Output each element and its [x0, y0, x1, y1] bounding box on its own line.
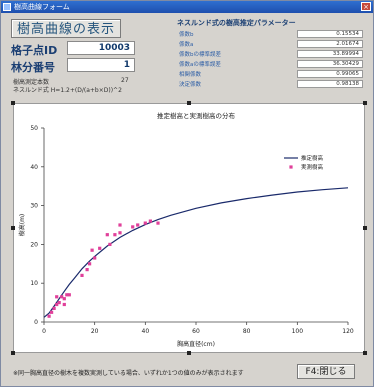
- height-chart-frame[interactable]: 推定樹高と実測樹高の分布 0 10 20 30 40 50 0 20 40 60 80 100 120 胸高…: [13, 103, 365, 353]
- title-bar: 樹高曲線フォーム ×: [1, 1, 373, 13]
- measured-height-point: [80, 273, 84, 277]
- measured-height-point: [108, 242, 112, 246]
- estimated-height-line: [43, 187, 349, 318]
- measured-height-point: [118, 223, 122, 227]
- measured-height-point: [113, 233, 117, 237]
- grid-point-field[interactable]: 10003: [67, 41, 135, 55]
- chart-title: 推定樹高と実測樹高の分布: [157, 111, 236, 120]
- resize-handle[interactable]: [11, 351, 15, 355]
- resize-handle[interactable]: [363, 351, 367, 355]
- y-tick-label: 30: [30, 203, 38, 210]
- y-tick-label: 0: [34, 319, 38, 326]
- param-value: 2.01674: [297, 40, 363, 48]
- measured-height-point: [131, 225, 135, 229]
- param-value: 0.98138: [297, 80, 363, 88]
- y-tick-label: 50: [30, 125, 38, 132]
- param-value: 36.30429: [297, 60, 363, 68]
- measured-count-label: 樹高測定本数: [13, 79, 50, 86]
- legend-box: [279, 151, 345, 177]
- x-tick-label: 0: [42, 328, 46, 335]
- resize-handle[interactable]: [11, 101, 15, 105]
- param-value: 0.99065: [297, 70, 363, 78]
- window-title: 樹高曲線フォーム: [14, 3, 70, 11]
- x-tick-label: 60: [192, 328, 200, 335]
- resize-handle[interactable]: [363, 226, 367, 230]
- measured-height-point: [50, 310, 54, 314]
- measured-height-point: [62, 302, 66, 307]
- measured-height-point: [65, 293, 69, 297]
- measured-height-point: [105, 233, 109, 237]
- measured-height-point: [136, 223, 140, 227]
- param-value: 0.15534: [297, 30, 363, 38]
- measured-height-point: [98, 246, 102, 250]
- display-height-curve-button[interactable]: 樹高曲線の表示: [11, 19, 121, 38]
- x-tick-label: 40: [142, 328, 150, 335]
- x-tick-label: 100: [292, 328, 304, 335]
- param-label: 係数bの標準誤差: [179, 52, 221, 58]
- close-button[interactable]: F4:閉じる: [297, 364, 355, 379]
- param-label: 係数aの標準誤差: [179, 62, 221, 68]
- resize-handle[interactable]: [11, 226, 15, 230]
- forest-no-label: 林分番号: [11, 61, 55, 74]
- measured-height-point: [93, 256, 97, 260]
- measured-count-value: 27: [121, 77, 129, 84]
- x-tick-label: 80: [243, 328, 251, 335]
- param-label: 相関係数: [179, 72, 202, 78]
- resize-handle[interactable]: [187, 351, 191, 355]
- x-axis-label: 胸高直径(cm): [177, 340, 215, 348]
- y-axis-label: 樹高(m): [18, 214, 26, 237]
- measured-height-point: [60, 295, 64, 299]
- resize-handle[interactable]: [363, 101, 367, 105]
- legend-label-measured: 実測樹高: [301, 163, 324, 171]
- x-tick-label: 120: [342, 328, 354, 335]
- measured-height-point: [47, 314, 51, 318]
- grid-point-label: 格子点ID: [11, 44, 58, 57]
- measured-height-point: [57, 301, 61, 305]
- param-label: 係数a: [179, 42, 194, 48]
- param-value: 33.89994: [297, 50, 363, 58]
- measured-height-point: [118, 231, 122, 235]
- legend-label-estimated: 推定樹高: [301, 154, 324, 162]
- resize-handle[interactable]: [187, 101, 191, 105]
- measured-height-point: [88, 262, 92, 266]
- measured-height-point: [148, 219, 152, 223]
- window-close-icon[interactable]: ×: [361, 2, 371, 11]
- x-tick-label: 20: [91, 328, 99, 335]
- params-title: ネスルンド式の樹高推定パラメーター: [177, 19, 296, 27]
- footer-note: ※同一胸高直径の樹木を複数実測している場合、いずれか1つの値のみが表示されます: [13, 370, 244, 377]
- measured-height-point: [55, 295, 59, 299]
- measured-height-point: [156, 221, 160, 225]
- legend-point-swatch: [289, 165, 293, 169]
- measured-height-point: [67, 293, 71, 297]
- formula-text: ネスルンド式 H=1.2+(D/(a+b×D))^2: [13, 87, 122, 94]
- app-icon: [3, 3, 11, 11]
- y-tick-label: 40: [30, 164, 38, 171]
- measured-height-point: [143, 221, 147, 225]
- forest-no-field[interactable]: 1: [67, 58, 135, 72]
- param-label: 係数b: [179, 32, 194, 38]
- measured-height-point: [52, 306, 56, 310]
- y-tick-label: 20: [30, 241, 38, 248]
- measured-height-point: [85, 268, 89, 272]
- height-chart: 推定樹高と実測樹高の分布 0 10 20 30 40 50 0 20 40 60 80 100 120 胸高…: [18, 111, 354, 348]
- y-tick-label: 10: [30, 280, 38, 287]
- measured-height-point: [55, 302, 59, 307]
- measured-height-point: [90, 248, 94, 252]
- measured-height-point: [62, 297, 66, 301]
- param-label: 決定係数: [179, 82, 202, 88]
